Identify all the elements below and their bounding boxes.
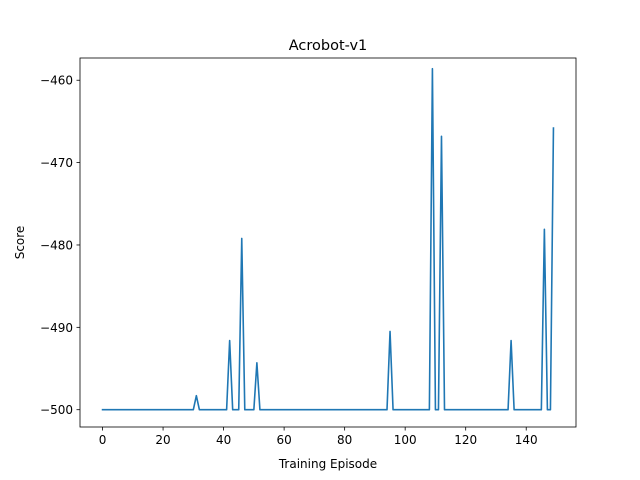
y-axis-label: Score bbox=[13, 226, 27, 260]
x-tick-label: 80 bbox=[337, 433, 352, 447]
x-axis: 0 20 40 60 80 100 120 140 bbox=[99, 427, 538, 447]
y-axis: −500 −490 −480 −470 −460 bbox=[40, 74, 80, 417]
y-tick-label: −500 bbox=[40, 403, 73, 417]
series-layer bbox=[101, 67, 555, 411]
y-tick-label: −460 bbox=[40, 74, 73, 88]
x-tick-label: 40 bbox=[216, 433, 231, 447]
plot-area bbox=[80, 58, 576, 427]
x-tick-label: 0 bbox=[99, 433, 107, 447]
score-line bbox=[101, 67, 555, 411]
y-tick-label: −480 bbox=[40, 238, 73, 252]
x-tick-label: 20 bbox=[155, 433, 170, 447]
y-tick-label: −470 bbox=[40, 156, 73, 170]
x-tick-label: 100 bbox=[394, 433, 417, 447]
x-axis-label: Training Episode bbox=[278, 457, 377, 471]
x-tick-label: 140 bbox=[515, 433, 538, 447]
chart-title: Acrobot-v1 bbox=[289, 38, 368, 54]
x-tick-label: 120 bbox=[454, 433, 477, 447]
x-tick-label: 60 bbox=[276, 433, 291, 447]
y-tick-label: −490 bbox=[40, 321, 73, 335]
plot-frame bbox=[79, 57, 577, 428]
